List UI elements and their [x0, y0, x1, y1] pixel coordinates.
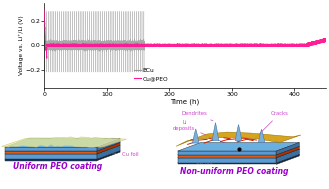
Polygon shape	[235, 125, 242, 141]
Polygon shape	[97, 139, 120, 151]
Text: Cracks: Cracks	[255, 111, 289, 138]
Polygon shape	[212, 123, 219, 141]
Polygon shape	[5, 151, 97, 154]
Polygon shape	[276, 154, 299, 164]
Polygon shape	[2, 137, 127, 147]
Polygon shape	[192, 129, 199, 143]
Polygon shape	[178, 163, 276, 164]
Polygon shape	[97, 145, 120, 159]
Polygon shape	[178, 154, 299, 163]
Y-axis label: Voltage vs. Li⁺/Li (V): Voltage vs. Li⁺/Li (V)	[18, 15, 24, 75]
Polygon shape	[5, 139, 120, 147]
Text: Cu foil: Cu foil	[196, 153, 243, 165]
Polygon shape	[5, 143, 120, 151]
Polygon shape	[276, 143, 299, 155]
Polygon shape	[8, 137, 115, 146]
Polygon shape	[5, 147, 97, 151]
Polygon shape	[5, 145, 120, 154]
Text: Non-uniform PEO coating: Non-uniform PEO coating	[180, 167, 288, 176]
Polygon shape	[258, 129, 265, 143]
X-axis label: Time (h): Time (h)	[170, 98, 200, 105]
Text: Cu foil: Cu foil	[74, 148, 139, 157]
Polygon shape	[5, 154, 97, 159]
Polygon shape	[178, 149, 299, 158]
Polygon shape	[176, 132, 301, 146]
Polygon shape	[97, 143, 120, 154]
Polygon shape	[97, 151, 120, 161]
Text: Uniform PEO coating: Uniform PEO coating	[13, 162, 103, 171]
Legend: BCu, Cu@PEO: BCu, Cu@PEO	[132, 66, 171, 83]
Polygon shape	[276, 149, 299, 163]
Polygon shape	[178, 151, 276, 155]
Text: Dendrites: Dendrites	[181, 111, 213, 121]
Polygon shape	[5, 151, 120, 159]
Text: Li
deposits: Li deposits	[173, 120, 236, 148]
Polygon shape	[5, 159, 97, 161]
Polygon shape	[178, 158, 276, 163]
Polygon shape	[178, 143, 299, 151]
Polygon shape	[276, 146, 299, 158]
Polygon shape	[178, 155, 276, 158]
Polygon shape	[178, 146, 299, 155]
